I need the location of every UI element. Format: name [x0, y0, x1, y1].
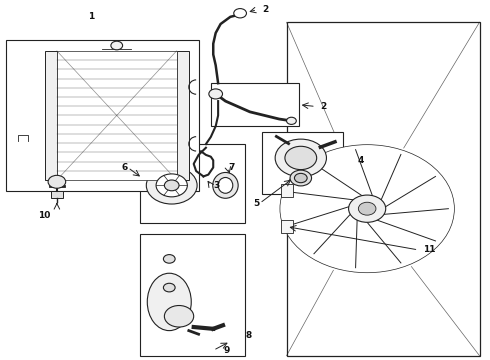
Text: 6: 6	[122, 163, 128, 172]
Ellipse shape	[218, 177, 233, 193]
Bar	[51, 192, 63, 198]
Bar	[45, 51, 57, 180]
Circle shape	[147, 167, 197, 204]
Ellipse shape	[285, 146, 317, 170]
Bar	[57, 51, 176, 180]
Circle shape	[294, 174, 307, 183]
Circle shape	[290, 170, 312, 186]
Circle shape	[163, 283, 175, 292]
Bar	[211, 83, 299, 126]
Circle shape	[209, 89, 222, 99]
Text: 2: 2	[321, 102, 327, 111]
Text: 3: 3	[213, 181, 220, 190]
Text: 5: 5	[253, 199, 260, 208]
Text: 11: 11	[423, 246, 436, 255]
Text: 7: 7	[228, 163, 234, 172]
Circle shape	[348, 195, 386, 222]
Text: 10: 10	[39, 211, 51, 220]
Circle shape	[280, 145, 454, 273]
Circle shape	[111, 41, 122, 50]
Text: 1: 1	[88, 12, 94, 21]
Text: 4: 4	[357, 156, 364, 165]
Circle shape	[163, 255, 175, 263]
Circle shape	[287, 117, 296, 125]
Bar	[287, 22, 480, 356]
Bar	[281, 220, 293, 233]
Text: 9: 9	[223, 346, 229, 355]
Circle shape	[358, 202, 376, 215]
Ellipse shape	[275, 139, 326, 177]
Bar	[140, 144, 245, 223]
Bar	[176, 51, 189, 180]
Circle shape	[156, 174, 187, 197]
Circle shape	[234, 9, 246, 18]
Bar	[262, 132, 343, 194]
Circle shape	[48, 175, 66, 188]
Ellipse shape	[147, 273, 191, 330]
Ellipse shape	[164, 306, 194, 327]
Text: 2: 2	[262, 5, 269, 14]
Bar	[5, 40, 198, 191]
Ellipse shape	[213, 172, 238, 198]
Text: 8: 8	[245, 332, 251, 341]
Circle shape	[164, 180, 179, 191]
Bar	[281, 184, 293, 197]
Bar	[140, 234, 245, 356]
